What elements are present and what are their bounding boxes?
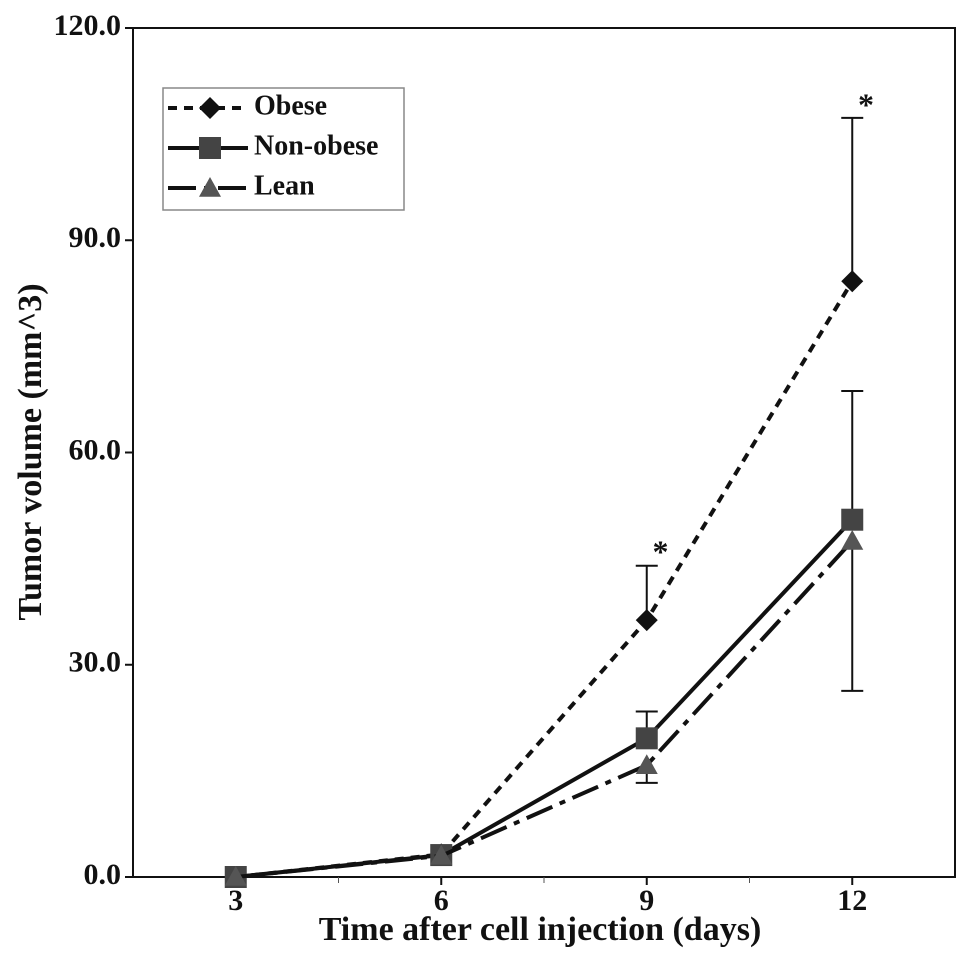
y-axis-label: Tumor volume (mm^3) — [12, 283, 49, 620]
series-line — [235, 539, 854, 879]
marker — [635, 609, 658, 632]
legend-label: Non-obese — [254, 130, 378, 161]
y-tick-label: 90.0 — [69, 221, 122, 254]
error-bar — [841, 389, 864, 520]
marker — [635, 727, 658, 750]
y-tick-label: 0.0 — [84, 858, 122, 891]
legend-label: Lean — [254, 170, 315, 201]
marker — [430, 844, 453, 865]
marker — [635, 754, 658, 775]
legend-marker — [199, 97, 221, 119]
marker — [841, 529, 864, 550]
annotation: * — [858, 86, 874, 122]
marker — [841, 270, 864, 293]
legend: Obese Non-obese Lean — [162, 87, 405, 211]
series-line — [235, 280, 854, 879]
error-bar — [841, 540, 864, 692]
legend-marker — [199, 177, 221, 197]
x-tick-label: 6 — [434, 884, 449, 917]
x-tick-label: 3 — [228, 884, 243, 917]
annotation: * — [652, 533, 668, 569]
legend-marker — [199, 137, 221, 159]
error-bar — [841, 116, 864, 282]
x-tick-label: 12 — [837, 884, 867, 917]
x-axis-label: Time after cell injection (days) — [319, 911, 762, 948]
y-tick-label: 30.0 — [69, 646, 122, 679]
y-tick-label: 60.0 — [69, 433, 122, 466]
x-tick-label: 9 — [639, 884, 654, 917]
marker — [224, 866, 247, 886]
legend-label: Obese — [254, 90, 327, 121]
y-tick-label: 120.0 — [54, 9, 122, 42]
series-line — [235, 518, 854, 879]
marker — [841, 508, 864, 531]
